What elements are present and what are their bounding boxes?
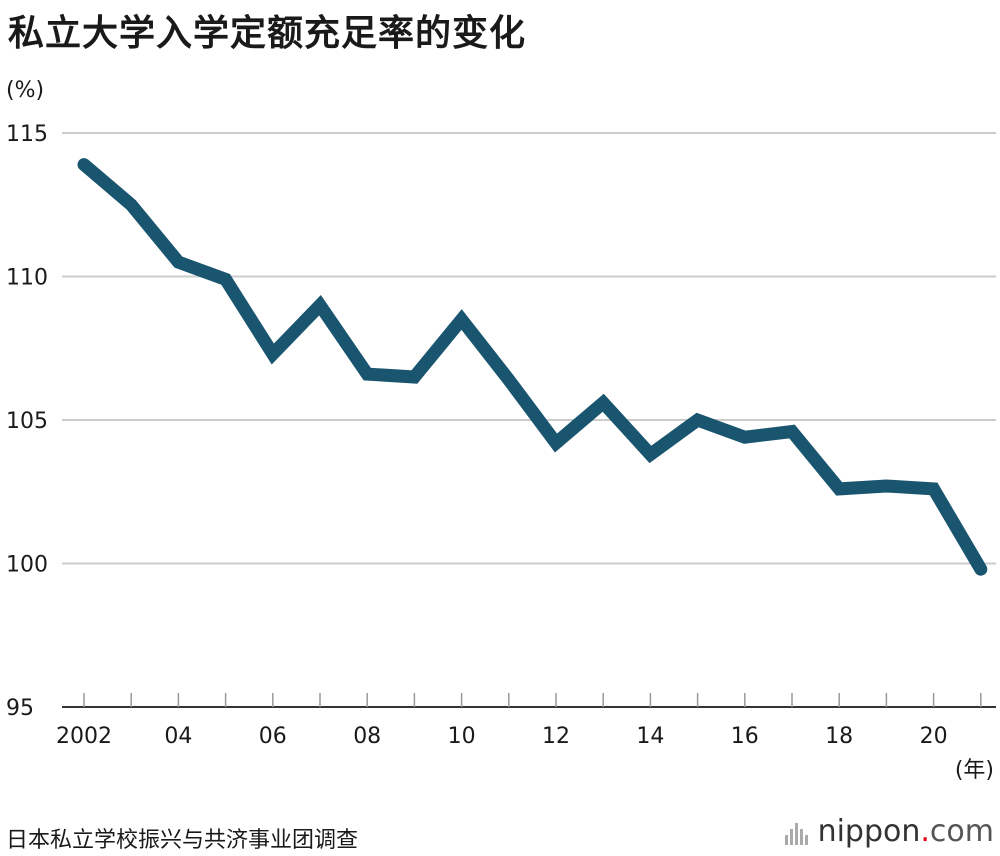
data-point [83, 164, 85, 166]
y-tick-label: 115 [6, 122, 48, 147]
data-point [933, 488, 935, 490]
y-tick-label: 110 [6, 266, 48, 291]
data-point [838, 488, 840, 490]
data-point [885, 485, 887, 487]
x-tick-label: 20 [920, 724, 948, 749]
x-tick-label: 18 [825, 724, 853, 749]
data-point [225, 278, 227, 280]
x-tick-label: 04 [164, 724, 192, 749]
y-tick-label: 105 [6, 409, 48, 434]
data-point [461, 319, 463, 321]
x-tick-label: 12 [542, 724, 570, 749]
y-tick-label: 95 [6, 696, 34, 721]
data-point [697, 419, 699, 421]
x-axis-unit: (年) [954, 758, 994, 783]
x-tick-label: 2002 [56, 724, 112, 749]
data-point [791, 430, 793, 432]
brand-bars-icon [784, 819, 810, 845]
brand-suffix: com [929, 814, 994, 849]
x-tick-label: 10 [448, 724, 476, 749]
x-tick-label: 14 [636, 724, 664, 749]
x-tick-label: 08 [353, 724, 381, 749]
source-note: 日本私立学校振兴与共济事业团调查 [6, 828, 359, 853]
data-point [413, 376, 415, 378]
data-point [508, 379, 510, 381]
x-tick-label: 16 [731, 724, 759, 749]
data-point [555, 442, 557, 444]
data-point [177, 261, 179, 263]
data-point [319, 304, 321, 306]
y-axis-unit: (%) [6, 78, 45, 103]
data-point [130, 204, 132, 206]
data-point [744, 436, 746, 438]
data-point [980, 568, 982, 570]
data-point [602, 402, 604, 404]
brand-logo: nippon. com [784, 814, 994, 849]
data-point [649, 453, 651, 455]
chart-title: 私立大学入学定额充足率的变化 [8, 13, 527, 54]
y-tick-label: 100 [6, 553, 48, 578]
brand-name: nippon [817, 814, 921, 849]
data-point [272, 353, 274, 355]
data-point [366, 373, 368, 375]
brand-dot: . [920, 814, 930, 849]
series-line [77, 158, 988, 576]
x-tick-label: 06 [259, 724, 287, 749]
